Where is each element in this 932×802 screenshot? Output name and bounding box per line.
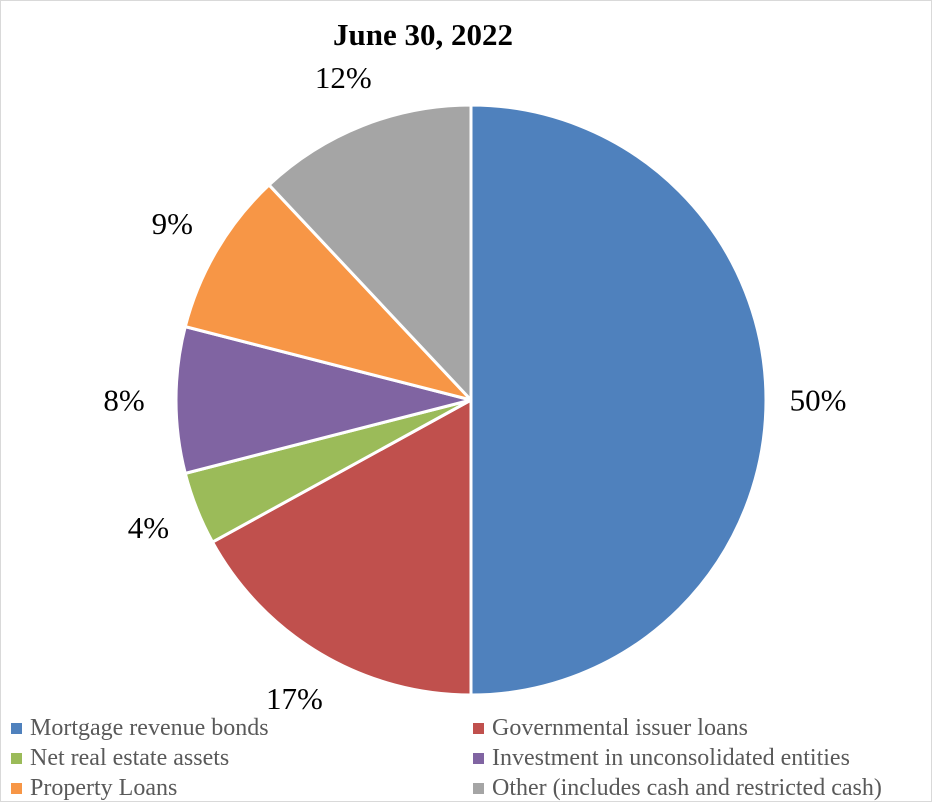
legend-item-other-includes-cash-and-restricted-cash: Other (includes cash and restricted cash… (473, 773, 882, 801)
legend-item-governmental-issuer-loans: Governmental issuer loans (473, 713, 748, 743)
legend-swatch (473, 752, 484, 764)
legend-item-mortgage-revenue-bonds: Mortgage revenue bonds (11, 713, 269, 743)
legend-swatch (473, 782, 484, 794)
legend-label: Investment in unconsolidated entities (492, 745, 850, 771)
pie-slice-other-includes-cash-and-restricted-cash (267, 103, 473, 402)
chart-title: June 30, 2022 (333, 17, 513, 52)
legend-item-property-loans: Property Loans (11, 773, 178, 801)
pie-slice-governmental-issuer-loans (210, 398, 473, 697)
data-label-net-real-estate-assets: 4% (128, 510, 169, 545)
pie-slice-mortgage-revenue-bonds (469, 103, 768, 697)
data-label-other-includes-cash-and-restricted-cash: 12% (315, 60, 372, 95)
data-label-mortgage-revenue-bonds: 50% (790, 383, 847, 418)
pie-slice-investment-in-unconsolidated-entities (174, 325, 473, 475)
legend-swatch (11, 752, 22, 764)
pie-slice-property-loans (183, 183, 473, 402)
legend: Mortgage revenue bonds Governmental issue… (11, 713, 931, 801)
legend-item-investment-in-unconsolidated-entities: Investment in unconsolidated entities (473, 743, 850, 773)
legend-swatch (11, 782, 22, 794)
legend-swatch (11, 722, 22, 734)
legend-swatch (473, 722, 484, 734)
legend-label: Property Loans (30, 775, 178, 801)
data-label-property-loans: 9% (152, 206, 193, 241)
data-label-governmental-issuer-loans: 17% (266, 681, 323, 716)
legend-label: Other (includes cash and restricted cash… (492, 775, 882, 801)
legend-item-net-real-estate-assets: Net real estate assets (11, 743, 229, 773)
legend-label: Governmental issuer loans (492, 715, 748, 741)
data-label-investment-in-unconsolidated-entities: 8% (103, 383, 144, 418)
legend-label: Mortgage revenue bonds (30, 715, 269, 741)
legend-label: Net real estate assets (30, 745, 230, 771)
